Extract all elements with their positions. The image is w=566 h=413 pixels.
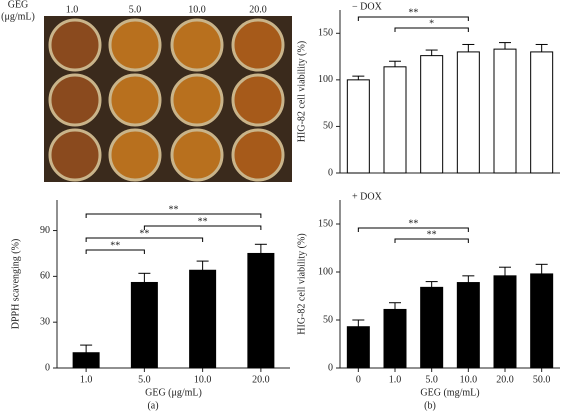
significance-bracket [357, 16, 469, 21]
bar [247, 252, 275, 369]
y-tick-label: 100 [318, 266, 333, 277]
y-tick-label: 0 [328, 167, 333, 178]
significance-bracket [85, 213, 262, 218]
bar [420, 286, 444, 369]
bar [456, 51, 480, 174]
photo-column-label: 1.0 [66, 4, 79, 15]
y-axis-label: DPPH scavenging (%) [10, 239, 21, 330]
x-axis-label: GEG (mg/mL) [420, 387, 479, 398]
significance-bracket [143, 225, 262, 230]
x-tick-label: 5.0 [138, 374, 151, 385]
y-tick-label: 0 [328, 362, 333, 373]
significance-label: ** [408, 7, 418, 18]
y-tick-label: 50 [323, 314, 333, 325]
significance-label: ** [169, 204, 179, 215]
significance-label: ** [198, 216, 208, 227]
x-tick-label: 1.0 [80, 374, 93, 385]
significance-bracket [394, 27, 469, 32]
photo: GEG (μg/mL) 1.0 5.0 10.0 20.0 [1, 0, 292, 182]
significance-label: ** [408, 218, 418, 229]
x-tick-label: 10.0 [460, 374, 478, 385]
bar [420, 55, 444, 174]
bar [130, 281, 158, 369]
panel-label: (b) [424, 400, 436, 411]
photo-column-label: 5.0 [129, 4, 142, 15]
x-tick-label: 20.0 [496, 374, 514, 385]
y-axis-label: HIG-82 cell viability (%) [296, 41, 307, 142]
bar [346, 79, 370, 174]
y-axis-label: HIG-82 cell viability (%) [296, 233, 307, 334]
bar [383, 66, 407, 174]
x-tick-label: 20.0 [252, 374, 270, 385]
photo-column-label: 10.0 [188, 4, 206, 15]
y-tick-label: 50 [323, 121, 333, 132]
bar [493, 48, 517, 174]
x-tick-label: 10.0 [194, 374, 212, 385]
significance-bracket [85, 249, 145, 254]
bar [346, 326, 370, 369]
wells [48, 18, 285, 182]
y-tick-label: 0 [45, 362, 50, 373]
x-tick-label: 1.0 [389, 374, 402, 385]
bar [189, 269, 217, 369]
chart-title: − DOX [352, 1, 383, 12]
chart-title: + DOX [352, 191, 383, 202]
significance-label: * [429, 18, 434, 29]
bar [383, 308, 407, 369]
photo-column-label: 20.0 [249, 4, 267, 15]
significance-bracket [394, 238, 469, 243]
panel-label: (a) [147, 400, 158, 411]
y-tick-label: 30 [40, 316, 50, 327]
significance-bracket [85, 237, 204, 242]
x-tick-label: 50.0 [533, 374, 551, 385]
y-tick-label: 60 [40, 271, 50, 282]
bar [72, 352, 100, 369]
x-tick-label: 5.0 [425, 374, 438, 385]
x-axis-label: GEG (μg/mL) [145, 387, 202, 398]
photo-axis-label: (μg/mL) [1, 11, 35, 22]
significance-label: ** [110, 240, 120, 251]
y-tick-label: 150 [318, 218, 333, 229]
bar [493, 275, 517, 369]
x-tick-label: 0 [356, 374, 361, 385]
y-tick-label: 150 [318, 28, 333, 39]
y-tick-label: 100 [318, 74, 333, 85]
bar [530, 51, 554, 174]
y-tick-label: 90 [40, 225, 50, 236]
photo-axis-label: GEG [8, 0, 29, 10]
bar [530, 273, 554, 369]
significance-bracket [357, 227, 469, 232]
bar [456, 282, 480, 369]
significance-label: ** [139, 228, 149, 239]
significance-label: ** [427, 229, 437, 240]
